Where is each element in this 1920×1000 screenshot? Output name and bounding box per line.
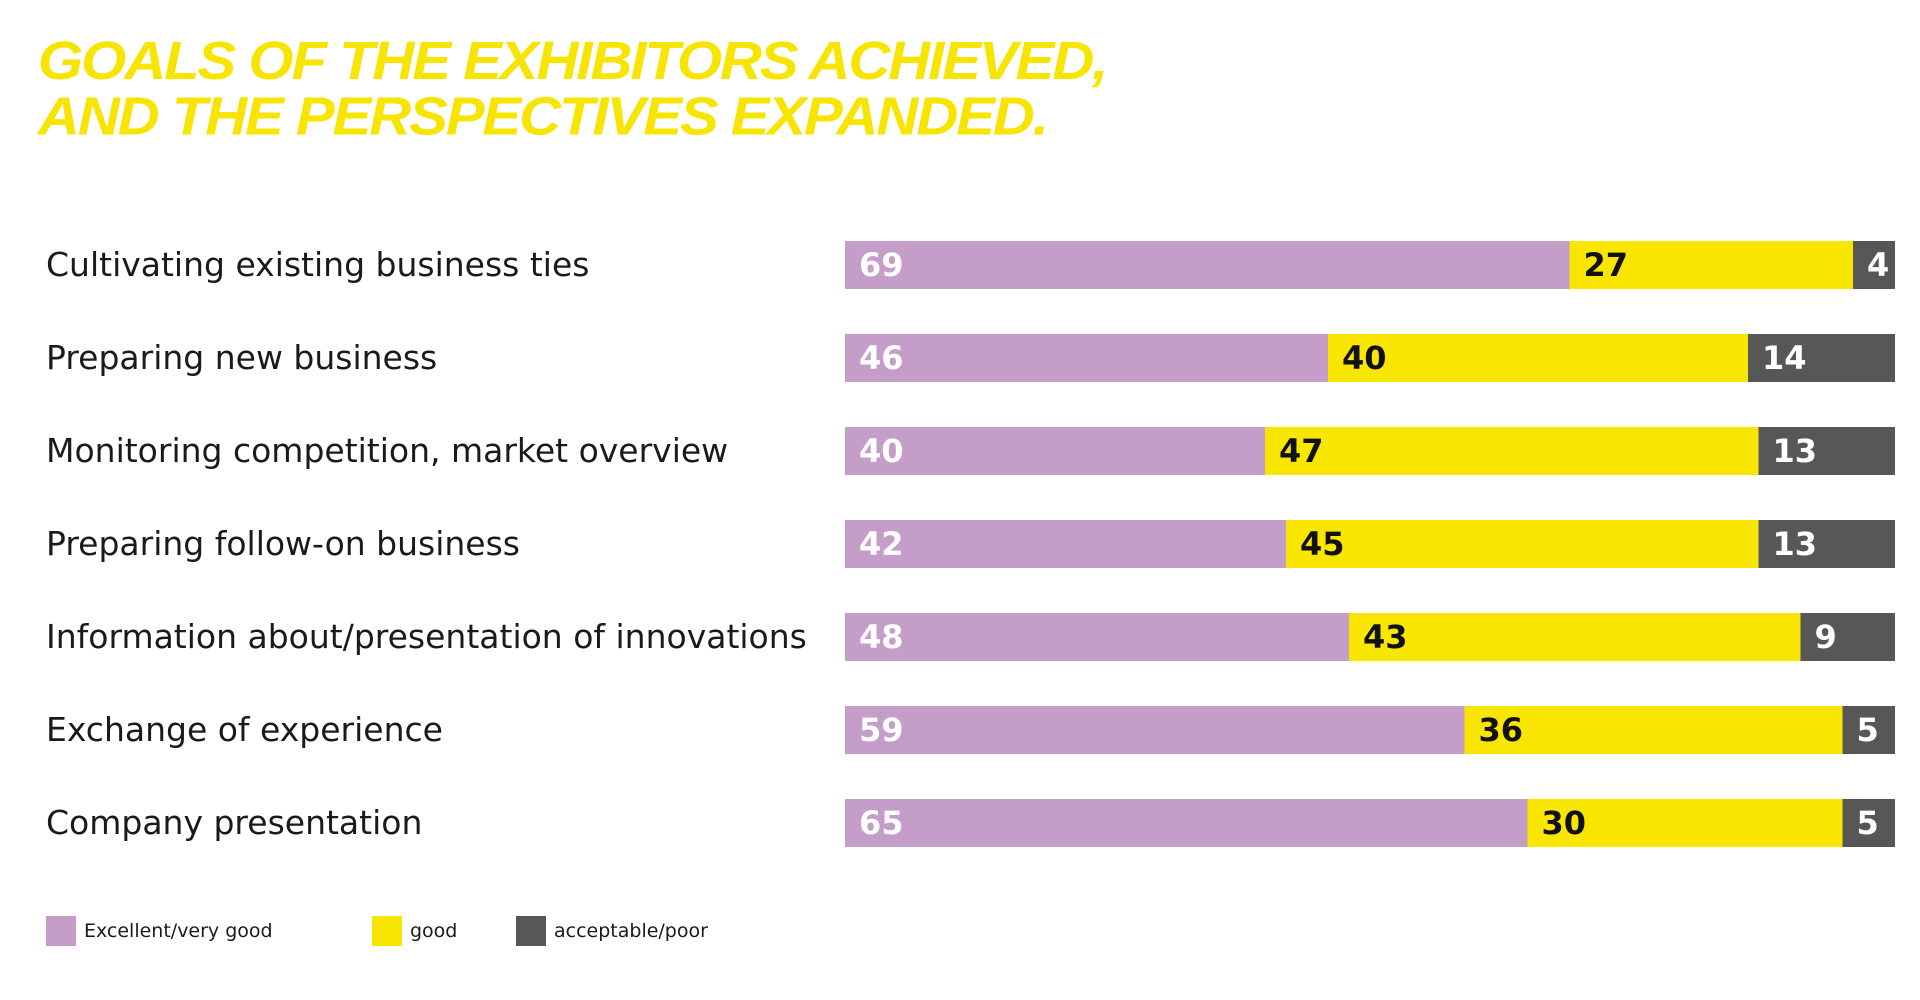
data-label-good: 45 (1300, 525, 1345, 563)
bar-segment-good (1527, 799, 1843, 847)
bar-segment-excellent (845, 241, 1570, 289)
bar-segment-good (1349, 613, 1801, 661)
category-label: Company presentation (46, 803, 422, 842)
bar-segment-good (1265, 427, 1759, 475)
legend-swatch-good (372, 916, 402, 946)
bar-segment-poor (1853, 241, 1895, 289)
category-label: Preparing follow-on business (46, 524, 520, 563)
data-label-excellent: 59 (859, 711, 904, 749)
bar-segment-excellent (845, 706, 1465, 754)
legend-item-poor: acceptable/poor (516, 916, 708, 946)
legend-item-excellent: Excellent/very good (46, 916, 273, 946)
bar-segment-poor (1800, 613, 1895, 661)
bar-row: Exchange of experience 59 36 5 (46, 706, 1895, 754)
category-label: Cultivating existing business ties (46, 245, 589, 284)
bar-segment-good (1286, 520, 1759, 568)
bar-segment-poor (1842, 706, 1895, 754)
chart-title: GOALS OF THE EXHIBITORS ACHIEVED, AND TH… (38, 31, 1108, 147)
bar-segment-good (1464, 706, 1843, 754)
data-label-good: 47 (1279, 432, 1324, 470)
data-label-good: 40 (1342, 339, 1387, 377)
legend-label-good: good (410, 920, 458, 942)
data-label-poor: 4 (1867, 246, 1889, 284)
bar-segment-excellent (845, 613, 1349, 661)
data-label-poor: 13 (1773, 432, 1818, 470)
legend-swatch-excellent (46, 916, 76, 946)
legend-swatch-poor (516, 916, 546, 946)
bar-segment-excellent (845, 334, 1328, 382)
data-label-poor: 5 (1857, 804, 1879, 842)
bar-row: Monitoring competition, market overview 4… (46, 427, 1895, 475)
data-label-good: 27 (1584, 246, 1629, 284)
data-label-poor: 5 (1857, 711, 1879, 749)
data-label-poor: 14 (1762, 339, 1807, 377)
data-label-good: 43 (1363, 618, 1408, 656)
data-label-excellent: 65 (859, 804, 904, 842)
data-label-poor: 9 (1815, 618, 1837, 656)
data-label-excellent: 46 (859, 339, 904, 377)
data-label-excellent: 40 (859, 432, 904, 470)
legend-label-poor: acceptable/poor (554, 920, 708, 942)
bar-row: Preparing new business 46 40 14 (46, 334, 1895, 382)
data-label-good: 30 (1542, 804, 1587, 842)
data-label-excellent: 69 (859, 246, 904, 284)
bar-segment-poor (1748, 334, 1895, 382)
bar-row: Company presentation 65 30 5 (46, 799, 1895, 847)
legend-item-good: good (372, 916, 457, 946)
bar-segment-poor (1758, 427, 1895, 475)
legend-label-excellent: Excellent/very good (84, 920, 273, 942)
data-label-excellent: 42 (859, 525, 904, 563)
bar-segment-excellent (845, 799, 1528, 847)
bar-row: Information about/presentation of innova… (46, 613, 1895, 661)
bar-segment-excellent (845, 520, 1286, 568)
data-label-poor: 13 (1773, 525, 1818, 563)
bar-segment-good (1569, 241, 1853, 289)
category-label: Information about/presentation of innova… (46, 617, 807, 656)
category-label: Monitoring competition, market overview (46, 431, 728, 470)
bar-segment-excellent (845, 427, 1265, 475)
bar-segment-poor (1842, 799, 1895, 847)
stacked-bar-chart: Cultivating existing business ties 69 27 4 P… (46, 241, 1895, 847)
bar-row: Cultivating existing business ties 69 27 4 (46, 241, 1895, 289)
chart-title-line-2: AND THE PERSPECTIVES EXPANDED. (38, 86, 1049, 147)
category-label: Preparing new business (46, 338, 437, 377)
bar-segment-good (1328, 334, 1748, 382)
chart-title-line-1: GOALS OF THE EXHIBITORS ACHIEVED, (38, 31, 1108, 92)
data-label-excellent: 48 (859, 618, 904, 656)
data-label-good: 36 (1479, 711, 1524, 749)
category-label: Exchange of experience (46, 710, 443, 749)
bar-segment-poor (1758, 520, 1895, 568)
bar-row: Preparing follow-on business 42 45 13 (46, 520, 1895, 568)
